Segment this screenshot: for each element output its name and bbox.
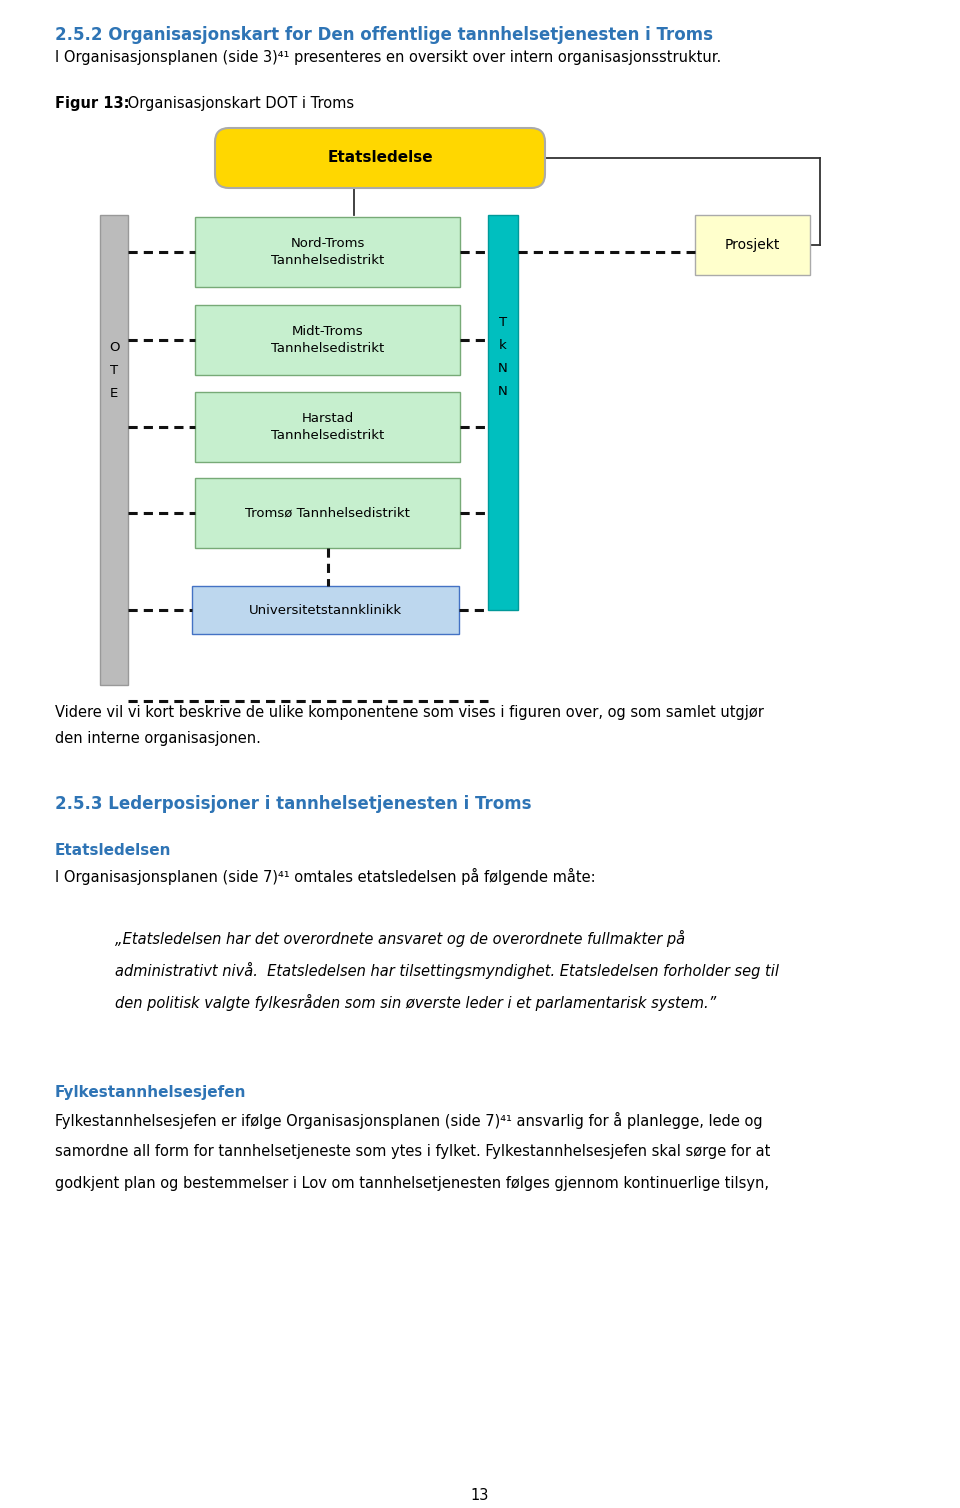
Text: I Organisasjonsplanen (side 7)⁴¹ omtales etatsledelsen på følgende måte:: I Organisasjonsplanen (side 7)⁴¹ omtales… — [55, 869, 595, 885]
Text: Etatsledelse: Etatsledelse — [327, 151, 433, 166]
Text: 2.5.3 Lederposisjoner i tannhelsetjenesten i Troms: 2.5.3 Lederposisjoner i tannhelsetjenest… — [55, 795, 532, 813]
Text: I Organisasjonsplanen (side 3)⁴¹ presenteres en oversikt over intern organisasjo: I Organisasjonsplanen (side 3)⁴¹ present… — [55, 50, 721, 65]
Text: Organisasjonskart DOT i Troms: Organisasjonskart DOT i Troms — [123, 97, 354, 112]
Bar — [192, 587, 459, 633]
FancyBboxPatch shape — [215, 128, 545, 188]
Bar — [195, 217, 460, 287]
Text: administrativt nivå.  Etatsledelsen har tilsettingsmyndighet. Etatsledelsen forh: administrativt nivå. Etatsledelsen har t… — [115, 962, 779, 979]
Text: Harstad
Tannhelsedistrikt: Harstad Tannhelsedistrikt — [271, 412, 384, 442]
Text: 13: 13 — [470, 1488, 490, 1503]
Text: godkjent plan og bestemmelser i Lov om tannhelsetjenesten følges gjennom kontinu: godkjent plan og bestemmelser i Lov om t… — [55, 1176, 769, 1191]
Text: „Etatsledelsen har det overordnete ansvaret og de overordnete fullmakter på: „Etatsledelsen har det overordnete ansva… — [115, 930, 685, 947]
Text: Videre vil vi kort beskrive de ulike komponentene som vises i figuren over, og s: Videre vil vi kort beskrive de ulike kom… — [55, 706, 764, 719]
Bar — [488, 216, 518, 611]
Text: Figur 13:: Figur 13: — [55, 97, 130, 112]
Bar — [100, 216, 128, 685]
Text: Nord-Troms
Tannhelsedistrikt: Nord-Troms Tannhelsedistrikt — [271, 237, 384, 267]
Bar — [195, 478, 460, 547]
Text: Etatsledelsen: Etatsledelsen — [55, 843, 172, 858]
Text: Midt-Troms
Tannhelsedistrikt: Midt-Troms Tannhelsedistrikt — [271, 326, 384, 354]
Bar — [195, 392, 460, 461]
Text: den interne organisasjonen.: den interne organisasjonen. — [55, 731, 261, 746]
Text: samordne all form for tannhelsetjeneste som ytes i fylket. Fylkestannhelsesjefen: samordne all form for tannhelsetjeneste … — [55, 1145, 770, 1160]
Text: 2.5.2 Organisasjonskart for Den offentlige tannhelsetjenesten i Troms: 2.5.2 Organisasjonskart for Den offentli… — [55, 26, 713, 44]
Bar — [195, 305, 460, 375]
Text: den politisk valgte fylkesråden som sin øverste leder i et parlamentarisk system: den politisk valgte fylkesråden som sin … — [115, 994, 716, 1010]
Text: Tromsø Tannhelsedistrikt: Tromsø Tannhelsedistrikt — [245, 507, 410, 519]
Text: Universitetstannklinikk: Universitetstannklinikk — [249, 603, 402, 617]
Bar — [695, 216, 810, 274]
Text: O
T
E: O T E — [108, 341, 119, 400]
Text: Prosjekt: Prosjekt — [725, 238, 780, 252]
Text: T
k
N
N: T k N N — [498, 317, 508, 398]
Text: Fylkestannhelsesjefen: Fylkestannhelsesjefen — [55, 1084, 247, 1099]
Text: Fylkestannhelsesjefen er ifølge Organisasjonsplanen (side 7)⁴¹ ansvarlig for å p: Fylkestannhelsesjefen er ifølge Organisa… — [55, 1111, 762, 1129]
